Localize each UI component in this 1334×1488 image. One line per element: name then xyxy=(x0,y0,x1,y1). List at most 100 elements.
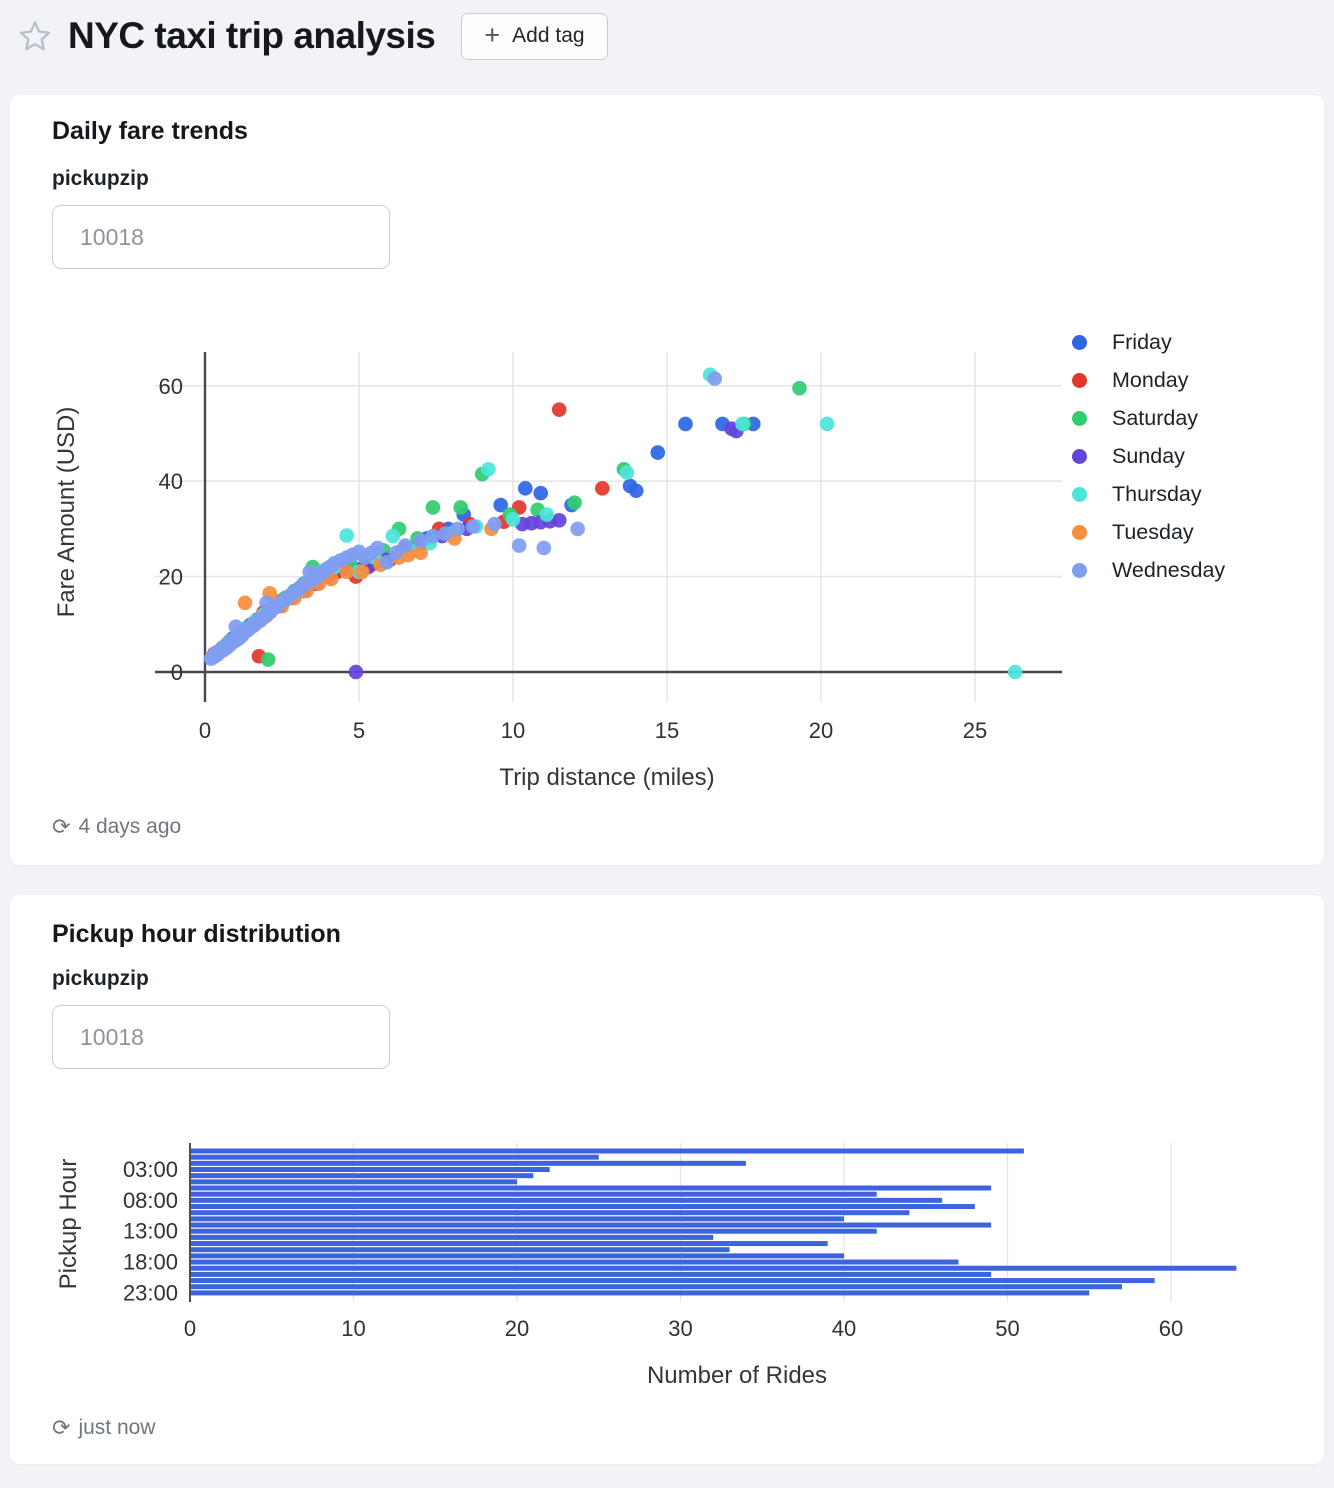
bar-hour-16:00[interactable] xyxy=(190,1247,730,1253)
legend-item-friday[interactable]: Friday xyxy=(1072,323,1324,361)
scatter-point-wednesday[interactable] xyxy=(511,538,527,553)
bar-hour-08:00[interactable] xyxy=(190,1197,943,1203)
bar-hour-07:00[interactable] xyxy=(190,1191,877,1197)
fare-distance-scatter-chart[interactable]: 0 20 40 60 0 5 10 15 20 25 Trip distance (miles) Fa… xyxy=(30,345,1070,800)
y-tick-label: 60 xyxy=(159,374,183,399)
pickup-hour-bar-chart[interactable]: 03:00 08:00 13:00 18:00 23:000 10 20 30 40 50 60 Nu… xyxy=(30,1140,1334,1405)
scatter-point-sunday[interactable] xyxy=(551,513,567,528)
scatter-point-wednesday[interactable] xyxy=(465,519,481,534)
legend-label: Thursday xyxy=(1112,481,1202,506)
bar-hour-11:00[interactable] xyxy=(190,1216,844,1222)
scatter-point-wednesday[interactable] xyxy=(437,526,453,541)
scatter-point-wednesday[interactable] xyxy=(379,554,395,570)
bar-hour-15:00[interactable] xyxy=(190,1241,828,1247)
scatter-point-thursday[interactable] xyxy=(735,416,750,432)
bar-hour-19:00[interactable] xyxy=(190,1265,1237,1271)
scatter-point-thursday[interactable] xyxy=(619,465,635,480)
bar-hour-06:00[interactable] xyxy=(190,1185,992,1191)
legend-item-thursday[interactable]: Thursday xyxy=(1072,475,1324,513)
bar-hour-13:00[interactable] xyxy=(190,1228,877,1234)
scatter-point-sunday[interactable] xyxy=(348,664,364,680)
bar-hour-21:00[interactable] xyxy=(190,1278,1155,1284)
scatter-point-saturday[interactable] xyxy=(567,495,582,510)
scatter-point-friday[interactable] xyxy=(518,481,533,496)
scatter-point-wednesday[interactable] xyxy=(707,371,723,386)
scatter-point-friday[interactable] xyxy=(533,485,549,501)
legend-item-tuesday[interactable]: Tuesday xyxy=(1072,513,1324,551)
scatter-point-tuesday[interactable] xyxy=(354,564,370,580)
bar-hour-17:00[interactable] xyxy=(190,1253,844,1259)
legend-dot xyxy=(1072,562,1087,578)
add-tag-button[interactable]: + Add tag xyxy=(461,12,608,60)
scatter-point-wednesday[interactable] xyxy=(570,521,585,537)
bar-hour-23:00[interactable] xyxy=(190,1290,1090,1296)
x-tick-label: 30 xyxy=(668,1316,692,1341)
scatter-point-tuesday[interactable] xyxy=(413,545,428,561)
scatter-point-wednesday[interactable] xyxy=(370,540,385,556)
card-title: Pickup hour distribution xyxy=(52,920,341,948)
x-tick-label: 50 xyxy=(995,1316,1019,1341)
x-tick-label: 10 xyxy=(501,718,525,743)
scatter-point-thursday[interactable] xyxy=(481,461,496,477)
refresh-icon[interactable]: ⟳ xyxy=(52,814,71,839)
bar-hour-12:00[interactable] xyxy=(190,1222,992,1228)
pickupzip-input[interactable] xyxy=(52,1005,390,1069)
x-tick-label: 5 xyxy=(353,718,365,743)
scatter-point-tuesday[interactable] xyxy=(339,564,354,580)
legend-item-saturday[interactable]: Saturday xyxy=(1072,399,1324,437)
last-updated-text: 4 days ago xyxy=(78,815,182,838)
pickupzip-input[interactable] xyxy=(52,205,390,269)
x-axis-title: Trip distance (miles) xyxy=(499,764,714,791)
bar-hour-09:00[interactable] xyxy=(190,1204,975,1210)
bar-hour-10:00[interactable] xyxy=(190,1210,910,1216)
scatter-point-tuesday[interactable] xyxy=(237,595,253,611)
x-tick-label: 10 xyxy=(341,1316,365,1341)
scatter-point-wednesday[interactable] xyxy=(487,516,502,532)
param-label: pickupzip xyxy=(52,967,149,990)
scatter-point-saturday[interactable] xyxy=(453,500,468,515)
bar-hour-04:00[interactable] xyxy=(190,1173,534,1179)
scatter-point-monday[interactable] xyxy=(551,402,567,417)
bar-hour-05:00[interactable] xyxy=(190,1179,517,1185)
x-tick-label: 25 xyxy=(963,718,987,743)
bar-hour-03:00[interactable] xyxy=(190,1167,550,1173)
scatter-point-thursday[interactable] xyxy=(339,528,354,543)
bar-hour-00:00[interactable] xyxy=(190,1148,1024,1154)
legend-item-wednesday[interactable]: Wednesday xyxy=(1072,551,1324,589)
scatter-point-saturday[interactable] xyxy=(792,380,807,396)
bar-hour-20:00[interactable] xyxy=(190,1271,992,1277)
scatter-point-wednesday[interactable] xyxy=(450,521,465,537)
scatter-point-friday[interactable] xyxy=(650,445,666,460)
y-tick-label: 40 xyxy=(159,469,183,494)
legend-item-sunday[interactable]: Sunday xyxy=(1072,437,1324,475)
scatter-point-friday[interactable] xyxy=(493,497,508,513)
card-title: Daily fare trends xyxy=(52,117,248,145)
scatter-point-thursday[interactable] xyxy=(539,507,555,522)
scatter-point-monday[interactable] xyxy=(595,481,610,496)
scatter-point-friday[interactable] xyxy=(678,416,693,432)
bar-hour-02:00[interactable] xyxy=(190,1160,746,1166)
scatter-point-saturday[interactable] xyxy=(260,652,276,667)
scatter-point-wednesday[interactable] xyxy=(397,538,413,553)
bar-hour-01:00[interactable] xyxy=(190,1154,599,1160)
scatter-point-wednesday[interactable] xyxy=(425,528,441,544)
scatter-point-friday[interactable] xyxy=(628,483,644,499)
legend-item-monday[interactable]: Monday xyxy=(1072,361,1324,399)
bar-hour-22:00[interactable] xyxy=(190,1284,1122,1290)
scatter-point-thursday[interactable] xyxy=(385,528,401,544)
bar-hour-18:00[interactable] xyxy=(190,1259,959,1265)
scatter-point-thursday[interactable] xyxy=(505,512,521,527)
plus-icon: + xyxy=(484,19,501,50)
refresh-icon[interactable]: ⟳ xyxy=(52,1415,71,1440)
card-footer: ⟳ just now xyxy=(52,1415,155,1441)
y-tick-label: 13:00 xyxy=(123,1219,178,1244)
bar-hour-14:00[interactable] xyxy=(190,1234,714,1240)
scatter-point-saturday[interactable] xyxy=(425,500,441,515)
legend-label: Wednesday xyxy=(1112,557,1226,582)
scatter-point-thursday[interactable] xyxy=(819,416,835,432)
favorite-star-icon[interactable] xyxy=(18,19,52,53)
scatter-point-wednesday[interactable] xyxy=(413,533,428,549)
scatter-point-thursday[interactable] xyxy=(1007,664,1023,680)
scatter-point-wednesday[interactable] xyxy=(536,540,552,556)
page-header: NYC taxi trip analysis + Add tag xyxy=(0,0,1334,72)
